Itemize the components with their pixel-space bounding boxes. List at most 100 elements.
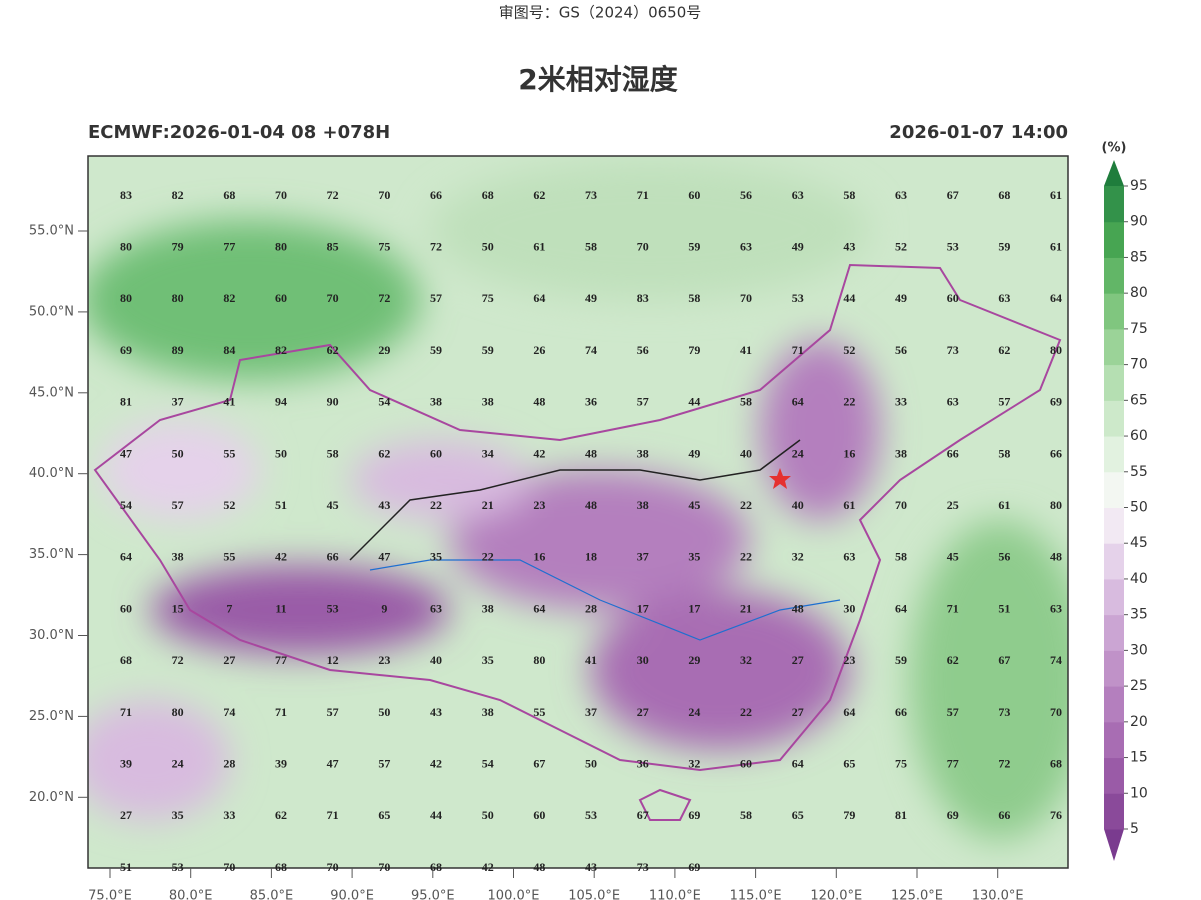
grid-value: 33 xyxy=(223,808,235,822)
grid-value: 63 xyxy=(1050,601,1062,615)
colorbar-label: 10 xyxy=(1130,785,1148,801)
grid-value: 49 xyxy=(585,291,597,305)
grid-value: 68 xyxy=(275,860,287,874)
grid-value: 89 xyxy=(172,343,184,357)
colorbar-segment xyxy=(1104,757,1124,794)
colorbar-label: 40 xyxy=(1130,571,1148,587)
colorbar-segment xyxy=(1104,543,1124,580)
colorbar-segment xyxy=(1104,364,1124,401)
grid-value: 60 xyxy=(533,808,545,822)
grid-value: 79 xyxy=(688,343,700,357)
grid-value: 32 xyxy=(740,653,752,667)
grid-value: 67 xyxy=(637,808,649,822)
grid-value: 18 xyxy=(585,550,597,564)
map-title: 2米相对湿度 xyxy=(518,63,677,96)
grid-value: 59 xyxy=(482,343,494,357)
grid-value: 60 xyxy=(688,188,700,202)
lon-label: 95.0°E xyxy=(411,889,455,900)
grid-value: 73 xyxy=(947,343,959,357)
grid-value: 62 xyxy=(998,343,1010,357)
grid-value: 27 xyxy=(637,705,649,719)
grid-value: 83 xyxy=(120,188,132,202)
grid-value: 63 xyxy=(430,601,442,615)
grid-value: 67 xyxy=(533,756,545,770)
grid-value: 22 xyxy=(843,395,855,409)
colorbar-segment xyxy=(1104,186,1124,223)
lon-label: 85.0°E xyxy=(250,889,294,900)
colorbar-segment xyxy=(1104,507,1124,544)
grid-value: 56 xyxy=(998,550,1010,564)
grid-value: 62 xyxy=(275,808,287,822)
grid-value: 42 xyxy=(275,550,287,564)
colorbar-high xyxy=(1104,160,1124,186)
grid-value: 53 xyxy=(327,601,339,615)
review-number: 审图号：GS（2024）0650号 xyxy=(499,4,702,22)
grid-value: 62 xyxy=(533,188,545,202)
grid-value: 80 xyxy=(120,239,132,253)
grid-value: 64 xyxy=(895,601,907,615)
grid-value: 70 xyxy=(740,291,752,305)
grid-value: 69 xyxy=(1050,395,1062,409)
grid-value: 52 xyxy=(895,239,907,253)
grid-value: 36 xyxy=(585,395,597,409)
grid-value: 70 xyxy=(637,239,649,253)
grid-value: 57 xyxy=(430,291,442,305)
grid-value: 73 xyxy=(998,705,1010,719)
grid-value: 63 xyxy=(843,550,855,564)
grid-value: 74 xyxy=(223,705,235,719)
grid-value: 64 xyxy=(792,756,804,770)
grid-value: 59 xyxy=(998,239,1010,253)
colorbar-segment xyxy=(1104,578,1124,616)
grid-value: 77 xyxy=(947,756,959,770)
grid-value: 34 xyxy=(482,446,494,460)
grid-value: 83 xyxy=(637,291,649,305)
grid-value: 55 xyxy=(223,446,235,460)
grid-value: 76 xyxy=(1050,808,1062,822)
grid-value: 77 xyxy=(223,239,235,253)
grid-value: 45 xyxy=(327,498,339,512)
grid-value: 43 xyxy=(430,705,442,719)
grid-value: 50 xyxy=(378,705,390,719)
grid-value: 72 xyxy=(998,756,1010,770)
grid-value: 53 xyxy=(172,860,184,874)
grid-value: 17 xyxy=(688,601,700,615)
lat-label: 55.0°N xyxy=(29,224,74,239)
grid-value: 54 xyxy=(120,498,132,512)
grid-value: 57 xyxy=(327,705,339,719)
grid-value: 64 xyxy=(1050,291,1062,305)
colorbar-segment xyxy=(1104,614,1124,651)
grid-value: 74 xyxy=(1050,653,1062,667)
grid-value: 37 xyxy=(585,705,597,719)
grid-value: 49 xyxy=(895,291,907,305)
grid-value: 40 xyxy=(792,498,804,512)
grid-value: 42 xyxy=(533,446,545,460)
grid-value: 58 xyxy=(998,446,1010,460)
grid-value: 60 xyxy=(740,756,752,770)
lon-label: 100.0°E xyxy=(488,889,540,900)
grid-value: 58 xyxy=(688,291,700,305)
lat-label: 40.0°N xyxy=(29,466,74,481)
grid-value: 56 xyxy=(637,343,649,357)
grid-value: 35 xyxy=(482,653,494,667)
grid-value: 35 xyxy=(688,550,700,564)
grid-value: 72 xyxy=(378,291,390,305)
grid-value: 9 xyxy=(381,601,387,615)
grid-value: 47 xyxy=(120,446,132,460)
grid-value: 64 xyxy=(533,291,545,305)
grid-value: 71 xyxy=(947,601,959,615)
grid-value: 70 xyxy=(327,291,339,305)
grid-value: 52 xyxy=(223,498,235,512)
lon-label: 80.0°E xyxy=(169,889,213,900)
grid-value: 29 xyxy=(378,343,390,357)
grid-value: 61 xyxy=(1050,239,1062,253)
grid-value: 39 xyxy=(275,756,287,770)
grid-value: 79 xyxy=(843,808,855,822)
grid-value: 23 xyxy=(533,498,545,512)
colorbar-label: 75 xyxy=(1130,321,1148,337)
grid-value: 66 xyxy=(895,705,907,719)
grid-value: 48 xyxy=(533,395,545,409)
colorbar-label: 60 xyxy=(1130,428,1148,444)
grid-value: 32 xyxy=(688,756,700,770)
grid-value: 15 xyxy=(172,601,184,615)
colorbar-label: 85 xyxy=(1130,249,1148,265)
